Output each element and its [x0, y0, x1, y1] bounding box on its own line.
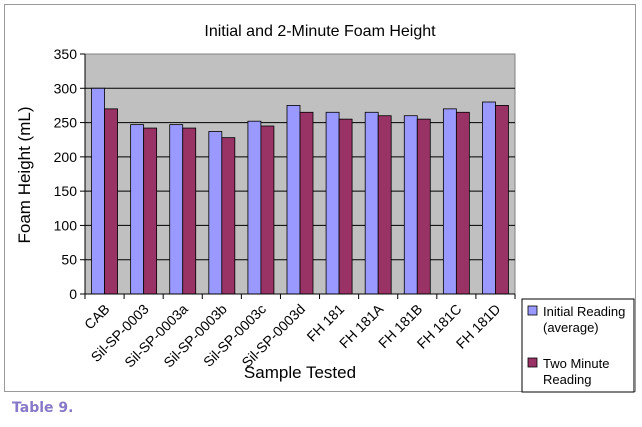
bar-initial	[286, 105, 301, 295]
y-tick-label: 300	[54, 80, 78, 96]
table-caption: Table 9.	[12, 400, 74, 416]
y-tick-label: 250	[54, 115, 78, 131]
y-tick-label: 200	[54, 149, 78, 165]
bar-initial	[482, 101, 496, 295]
x-tick-label: CAB	[81, 301, 113, 333]
y-tick-label: 50	[61, 252, 77, 268]
legend-label-two-minute-line1: Two Minute	[543, 356, 609, 371]
y-axis: 0 50 100 150 200 250 300 350	[54, 46, 86, 302]
bar-initial	[91, 87, 105, 295]
legend-label-initial-line2: (average)	[543, 320, 599, 335]
chart-title: Initial and 2-Minute Foam Height	[204, 23, 436, 40]
legend-swatch-initial	[527, 305, 538, 316]
bar-two-minute	[299, 111, 314, 295]
bar-two-minute	[377, 115, 392, 295]
y-tick-label: 100	[54, 217, 78, 233]
bar-initial	[208, 131, 223, 295]
legend-box	[521, 298, 635, 393]
bar-initial	[169, 124, 184, 295]
bar-initial	[364, 111, 379, 295]
bar-two-minute	[416, 118, 431, 295]
bar-initial	[130, 124, 145, 295]
legend-label-initial-line1: Initial Reading	[543, 304, 625, 319]
bar-two-minute	[338, 118, 353, 295]
y-tick-label: 350	[54, 46, 78, 62]
bar-two-minute	[143, 127, 158, 295]
legend-swatch-two-minute	[527, 357, 538, 368]
bar-initial	[442, 108, 457, 295]
x-axis: CABSil-SP-0003Sil-SP-0003aSil-SP-0003bSi…	[81, 293, 516, 370]
legend-label-initial: Initial Reading (average)	[543, 304, 629, 335]
legend-label-two-minute: Two Minute Reading	[543, 356, 613, 387]
bar-two-minute	[455, 111, 470, 295]
bar-initial	[403, 115, 418, 295]
bar-two-minute	[182, 127, 197, 295]
x-axis-label: Sample Tested	[244, 363, 356, 382]
legend-label-two-minute-line2: Reading	[543, 372, 591, 387]
bar-initial	[247, 120, 262, 295]
bar-initial	[325, 111, 340, 295]
legend: Initial Reading (average) Two Minute Rea…	[521, 298, 635, 393]
bar-two-minute	[104, 108, 118, 295]
bar-two-minute	[221, 137, 236, 295]
y-axis-label: Foam Height (mL)	[15, 107, 34, 244]
y-tick-label: 150	[54, 183, 78, 199]
y-tick-label: 0	[69, 286, 77, 302]
bar-two-minute	[495, 105, 509, 295]
bar-two-minute	[260, 125, 275, 295]
